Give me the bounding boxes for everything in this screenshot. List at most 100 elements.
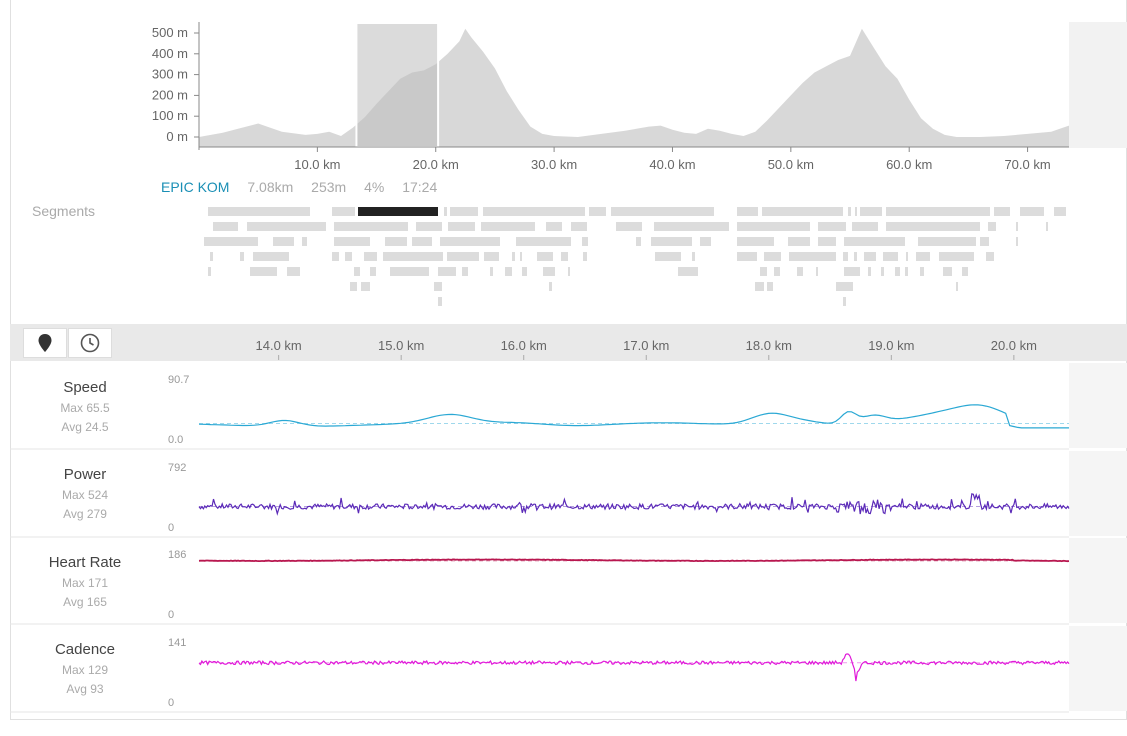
segment-bar[interactable] — [852, 222, 878, 231]
segment-bar[interactable] — [843, 297, 846, 306]
segment-bar[interactable] — [332, 252, 339, 261]
segment-bar[interactable] — [818, 222, 846, 231]
segment-bar[interactable] — [1046, 222, 1048, 231]
segment-bar[interactable] — [678, 267, 698, 276]
segment-bar[interactable] — [448, 222, 475, 231]
segment-bar[interactable] — [760, 267, 767, 276]
segment-bar[interactable] — [881, 267, 884, 276]
segment-bar[interactable] — [844, 267, 860, 276]
segment-bar[interactable] — [332, 207, 355, 216]
segment-bar[interactable] — [582, 237, 588, 246]
segment-bar[interactable] — [836, 282, 853, 291]
segment-bar[interactable] — [385, 237, 407, 246]
segment-bar[interactable] — [1020, 207, 1044, 216]
segment-bar[interactable] — [345, 252, 352, 261]
segment-bar[interactable] — [213, 222, 238, 231]
segment-bar[interactable] — [543, 267, 555, 276]
segment-bar[interactable] — [1016, 237, 1018, 246]
segment-bar[interactable] — [438, 297, 442, 306]
segment-bar[interactable] — [537, 252, 553, 261]
segment-bar[interactable] — [611, 207, 714, 216]
segment-bar[interactable] — [273, 237, 294, 246]
segment-bar[interactable] — [860, 207, 882, 216]
segment-bar[interactable] — [505, 267, 512, 276]
segment-bar[interactable] — [916, 252, 930, 261]
segment-bar[interactable] — [416, 222, 442, 231]
segment-bar[interactable] — [616, 222, 642, 231]
segment-bar[interactable] — [287, 267, 300, 276]
segment-bar[interactable] — [561, 252, 568, 261]
segment-bar[interactable] — [240, 252, 244, 261]
segment-bar[interactable] — [939, 252, 974, 261]
cadence-panel[interactable]: 141 0 — [10, 626, 1127, 713]
segment-bar[interactable] — [549, 282, 552, 291]
segment-bar[interactable] — [651, 237, 692, 246]
segment-bar-selected[interactable] — [358, 207, 438, 216]
segment-bar[interactable] — [848, 207, 851, 216]
segment-bar[interactable] — [412, 237, 432, 246]
segment-bar[interactable] — [994, 207, 1010, 216]
segment-bar[interactable] — [943, 267, 952, 276]
segment-bar[interactable] — [253, 252, 289, 261]
segment-bar[interactable] — [571, 222, 587, 231]
segment-bar[interactable] — [208, 207, 310, 216]
segment-bar[interactable] — [364, 252, 377, 261]
segment-bar[interactable] — [383, 252, 443, 261]
segment-bar[interactable] — [370, 267, 376, 276]
power-panel[interactable]: 792 0 — [10, 451, 1127, 538]
segment-bar[interactable] — [490, 267, 493, 276]
segment-bar[interactable] — [390, 267, 429, 276]
segment-bar[interactable] — [434, 282, 442, 291]
segment-bar[interactable] — [789, 252, 836, 261]
segment-bar[interactable] — [440, 237, 500, 246]
segment-bar[interactable] — [905, 267, 908, 276]
segment-bar[interactable] — [438, 267, 456, 276]
segment-bar[interactable] — [589, 207, 606, 216]
segment-bar[interactable] — [583, 252, 587, 261]
segment-bar[interactable] — [483, 207, 585, 216]
segment-bar[interactable] — [208, 267, 211, 276]
segment-bar[interactable] — [516, 237, 571, 246]
segment-bar[interactable] — [481, 222, 535, 231]
segment-bar[interactable] — [520, 252, 522, 261]
segment-name[interactable]: EPIC KOM — [161, 179, 230, 195]
distance-mode-button[interactable] — [23, 328, 67, 358]
segment-bar[interactable] — [484, 252, 499, 261]
segment-bar[interactable] — [361, 282, 370, 291]
segment-bar[interactable] — [447, 252, 479, 261]
segment-bar[interactable] — [302, 237, 307, 246]
segment-bar[interactable] — [956, 282, 958, 291]
segment-bar[interactable] — [988, 222, 996, 231]
segment-bar[interactable] — [1054, 207, 1066, 216]
segment-bar[interactable] — [247, 222, 326, 231]
segment-bar[interactable] — [334, 222, 408, 231]
segment-bar[interactable] — [788, 237, 810, 246]
segment-bar[interactable] — [450, 207, 478, 216]
time-mode-button[interactable] — [68, 328, 112, 358]
segment-bar[interactable] — [883, 252, 898, 261]
segment-bar[interactable] — [250, 267, 277, 276]
segment-bar[interactable] — [522, 267, 527, 276]
segment-bar[interactable] — [350, 282, 357, 291]
segment-bar[interactable] — [764, 252, 781, 261]
segment-bar[interactable] — [512, 252, 515, 261]
segment-bar[interactable] — [918, 237, 976, 246]
segment-bar[interactable] — [843, 252, 848, 261]
segment-bar[interactable] — [737, 222, 810, 231]
segment-bar[interactable] — [980, 237, 989, 246]
segment-bar[interactable] — [1016, 222, 1018, 231]
segment-bar[interactable] — [762, 207, 843, 216]
segment-bar[interactable] — [962, 267, 968, 276]
segment-bar[interactable] — [655, 252, 681, 261]
segment-bar[interactable] — [868, 267, 871, 276]
segment-bar[interactable] — [986, 252, 994, 261]
segment-bar[interactable] — [906, 252, 908, 261]
segment-bar[interactable] — [844, 237, 905, 246]
segment-bar[interactable] — [204, 237, 258, 246]
segment-bar[interactable] — [864, 252, 876, 261]
speed-panel[interactable]: 90.7 0.0 — [10, 363, 1127, 450]
segment-bar[interactable] — [886, 207, 990, 216]
segment-bar[interactable] — [895, 267, 900, 276]
